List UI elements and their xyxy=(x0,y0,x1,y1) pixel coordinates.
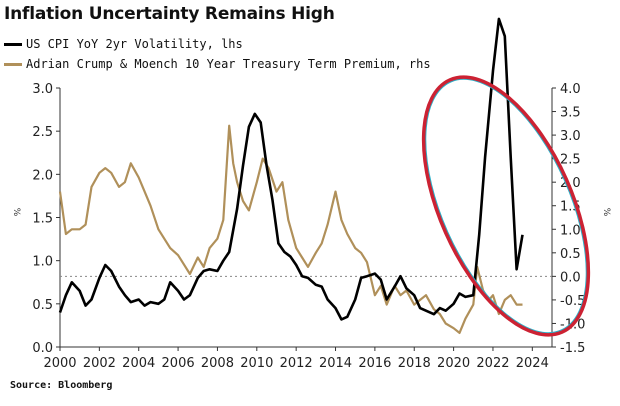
x-axis-tick-label: 2002 xyxy=(83,356,116,371)
x-axis-tick-label: 2016 xyxy=(358,356,391,371)
x-axis-tick-label: 2014 xyxy=(319,356,352,371)
x-axis-tick-label: 2012 xyxy=(280,356,313,371)
left-axis-tick-label: 0.0 xyxy=(32,341,53,356)
left-axis-tick-label: 1.5 xyxy=(32,212,53,227)
right-axis-tick-label: 0.5 xyxy=(560,247,581,262)
right-axis-tick-label: 4.0 xyxy=(560,82,581,97)
legend-item-cpi-volatility: US CPI YoY 2yr Volatility, lhs xyxy=(4,34,431,54)
legend-swatch-term-premium xyxy=(4,62,22,66)
right-axis-tick-label: -1.5 xyxy=(560,341,585,356)
legend-swatch-cpi xyxy=(4,42,22,46)
right-axis-tick-label: 2.5 xyxy=(560,153,581,168)
right-axis-tick-label: -0.5 xyxy=(560,294,585,309)
x-axis-tick-label: 2008 xyxy=(201,356,234,371)
x-axis-tick-label: 2024 xyxy=(516,356,549,371)
right-axis-unit-label: % xyxy=(601,208,611,217)
x-axis-tick-label: 2004 xyxy=(122,356,155,371)
left-axis-tick-label: 3.0 xyxy=(32,82,53,97)
x-axis-tick-label: 2000 xyxy=(43,356,76,371)
left-axis-tick-label: 0.5 xyxy=(32,298,53,313)
annotation-ellipse xyxy=(421,75,591,337)
series-line-term-premium xyxy=(58,124,523,334)
left-axis-tick-label: 1.0 xyxy=(32,255,53,270)
legend-label-cpi: US CPI YoY 2yr Volatility, lhs xyxy=(26,37,243,51)
right-axis-tick-label: 3.0 xyxy=(560,129,581,144)
chart-legend: US CPI YoY 2yr Volatility, lhs Adrian Cr… xyxy=(4,34,431,74)
left-axis-tick-label: 2.5 xyxy=(32,125,53,140)
series-line-cpi-volatility xyxy=(58,17,524,321)
left-axis-unit-label: % xyxy=(11,208,21,217)
right-axis-tick-label: 3.5 xyxy=(560,106,581,121)
right-axis-tick-label: 1.0 xyxy=(560,223,581,238)
source-note: Source: Bloomberg xyxy=(10,380,113,391)
x-axis-tick-label: 2010 xyxy=(240,356,273,371)
annotation-ellipse-inner xyxy=(424,78,588,334)
left-axis-tick-label: 2.0 xyxy=(32,168,53,183)
chart-title: Inflation Uncertainty Remains High xyxy=(4,4,335,24)
right-axis-tick-label: 0.0 xyxy=(560,270,581,285)
x-axis-tick-label: 2006 xyxy=(162,356,195,371)
x-axis-tick-label: 2018 xyxy=(398,356,431,371)
legend-label-term-premium: Adrian Crump & Moench 10 Year Treasury T… xyxy=(26,57,431,71)
x-axis-tick-label: 2020 xyxy=(437,356,470,371)
x-axis-tick-label: 2022 xyxy=(476,356,509,371)
legend-item-term-premium: Adrian Crump & Moench 10 Year Treasury T… xyxy=(4,54,431,74)
